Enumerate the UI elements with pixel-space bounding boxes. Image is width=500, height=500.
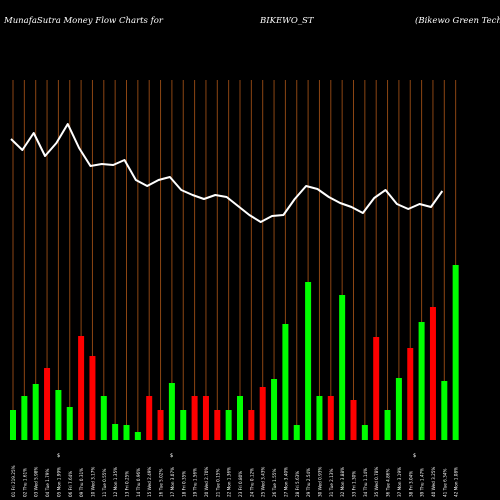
- x-tick-label: 25 Wed 3.43%: [261, 467, 266, 497]
- money-flow-bar: [66, 407, 73, 440]
- chart-title-company: (Bikewo Green Tech Li: [415, 16, 500, 26]
- x-tick-label: 14 Thu 0.96%: [136, 468, 141, 497]
- x-tick-label: 36 Tue 4.86%: [386, 469, 391, 497]
- money-flow-bar: [452, 265, 459, 440]
- money-flow-bar: [44, 368, 51, 440]
- x-tick-label: 31 Tue 2.13%: [329, 469, 334, 497]
- x-tick-label: 37 Mon 3.19%: [397, 467, 402, 497]
- chart-title-left: MunafaSutra Money Flow Charts for: [4, 16, 163, 26]
- money-flow-bar: [395, 378, 402, 440]
- x-tick-label: 32 Mon 3.88%: [340, 467, 345, 497]
- x-tick-label: 19 Thu 1.56%: [193, 468, 198, 497]
- x-tick-label: 23 Fri 0.80%: [238, 471, 243, 497]
- chart-title-symbol: BIKEWO_ST: [260, 16, 314, 26]
- money-flow-bar: [339, 295, 346, 440]
- money-flow-bar: [202, 396, 209, 440]
- money-flow-bar: [271, 379, 278, 440]
- money-flow-bar: [248, 410, 255, 440]
- x-tick-label: 10 Wed 3.17%: [90, 467, 95, 497]
- money-flow-bar: [180, 410, 187, 440]
- x-tick-label: 06 Fri 7.64%: [68, 471, 73, 497]
- x-tick-label: 39 Thu 1.47%: [420, 468, 425, 497]
- money-flow-bar: [55, 390, 62, 440]
- money-flow-bar: [305, 282, 312, 440]
- money-flow-bar: [214, 410, 221, 440]
- money-flow-bar: [259, 387, 266, 440]
- x-tick-label: 29 Thu 2.54%: [306, 468, 311, 497]
- money-flow-bar: [146, 396, 153, 440]
- money-flow-bar: [316, 396, 323, 440]
- x-tick-label: 38 Fri 3.04%: [408, 471, 413, 497]
- money-flow-bar: [100, 396, 107, 440]
- money-flow-bar: [282, 324, 289, 440]
- x-tick-label: 04 Tue 1.79%: [45, 469, 50, 497]
- x-tick-label: 16 Tue 5.02%: [159, 469, 164, 497]
- x-tick-label: 02 Thu 1.61%: [22, 468, 27, 497]
- money-flow-bar: [78, 336, 85, 440]
- money-flow-bar: [89, 356, 96, 440]
- money-flow-bar: [21, 396, 28, 440]
- money-flow-bar: [407, 348, 414, 440]
- money-flow-bar: [361, 425, 368, 440]
- x-tick-label: 28 Fri 5.63%: [295, 471, 300, 497]
- money-flow-bar: [327, 396, 334, 440]
- x-tick-label: 22 Mon 1.36%: [227, 467, 232, 497]
- money-flow-bar: [225, 410, 232, 440]
- x-tick-label: 33 Fri 1.30%: [352, 471, 357, 497]
- x-tick-label: 18 Fri 0.35%: [181, 471, 186, 497]
- x-tick-label: 13 Fri 0.25%: [125, 471, 130, 497]
- money-flow-bar: [418, 322, 425, 440]
- money-flow-bar: [237, 396, 243, 440]
- x-tick-label: 05 Mon 1.99%: [56, 467, 61, 497]
- footer-mark: $: [57, 453, 60, 459]
- x-tick-label: 20 Wed 2.70%: [204, 467, 209, 497]
- money-flow-bar: [134, 432, 141, 440]
- money-flow-bar: [429, 307, 436, 440]
- footer-mark: $: [413, 453, 416, 459]
- x-tick-label: 26 Tue 1.55%: [272, 469, 277, 497]
- x-tick-label: 21 Tue 0.15%: [215, 469, 220, 497]
- money-flow-bar: [293, 425, 300, 440]
- money-flow-bar: [350, 400, 357, 440]
- x-tick-label: 01 Fri 219.25%: [11, 465, 16, 497]
- x-tick-label: 09 Thu 0.31%: [79, 468, 84, 497]
- footer-mark: $: [170, 453, 173, 459]
- x-tick-label: 41 Tue 6.34%: [442, 469, 447, 497]
- money-flow-bar: [168, 383, 175, 440]
- x-tick-label: 03 Wed 5.98%: [34, 467, 39, 497]
- money-flow-bar: [373, 337, 380, 440]
- x-tick-label: 40 Wed 3.25%: [431, 467, 436, 497]
- money-flow-bar: [157, 410, 164, 440]
- money-flow-bar: [32, 384, 39, 440]
- money-flow-bar: [441, 381, 448, 440]
- x-tick-label: 42 Mon 1.08%: [454, 467, 459, 497]
- x-tick-label: 15 Wed 2.49%: [147, 467, 152, 497]
- x-tick-label: 30 Wed 0.93%: [317, 467, 322, 497]
- money-flow-bar: [384, 410, 391, 440]
- money-flow-bar: [191, 396, 198, 440]
- x-tick-label: 17 Mon 3.07%: [170, 467, 175, 497]
- x-tick-label: 12 Mon 1.35%: [113, 467, 118, 497]
- x-tick-label: 11 Tue 0.55%: [102, 469, 107, 497]
- x-tick-label: 34 Thu 1.14%: [363, 468, 368, 497]
- x-tick-label: 27 Mon 3.40%: [283, 467, 288, 497]
- price-line: [10, 123, 444, 223]
- money-flow-bar: [123, 425, 130, 440]
- x-tick-label: 35 Wed 0.78%: [374, 467, 379, 497]
- money-flow-bar: [112, 424, 119, 440]
- x-tick-label: 24 Thu 0.12%: [249, 468, 254, 497]
- money-flow-bar: [10, 410, 16, 440]
